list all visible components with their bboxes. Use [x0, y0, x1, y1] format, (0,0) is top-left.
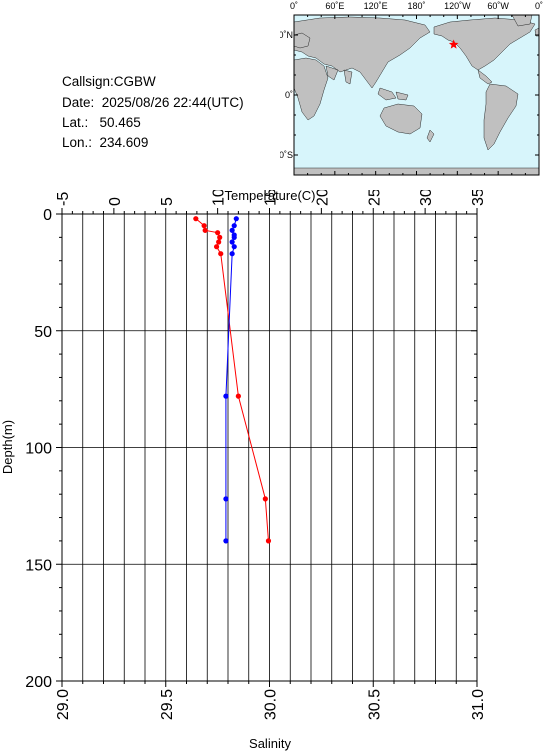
salinity-point — [223, 538, 229, 544]
salinity-point — [231, 244, 237, 250]
salinity-point — [231, 234, 237, 240]
y-axis-title: Depth(m) — [0, 420, 15, 474]
depth-tick-label: 200 — [25, 674, 52, 691]
map-lat-label: 0˚ — [285, 90, 293, 100]
depth-tick-label: 100 — [25, 441, 52, 458]
chart-ticks — [56, 208, 478, 687]
salinity-point — [229, 251, 235, 257]
map-lat-label: 60˚N — [280, 30, 293, 40]
temperature-point — [202, 227, 208, 233]
temperature-point — [216, 239, 222, 245]
salinity-point — [229, 227, 235, 233]
depth-tick-label: 50 — [34, 324, 52, 341]
salinity-tick-label: 31.0 — [470, 689, 487, 720]
salinity-point — [223, 496, 229, 502]
map-lon-label: 0˚ — [535, 1, 543, 11]
date-label: Date: 2025/08/26 22:44(UTC) — [62, 95, 244, 110]
longitude-label: Lon.: 234.609 — [62, 135, 149, 150]
temperature-point — [215, 230, 221, 236]
salinity-tick-label: 29.0 — [55, 689, 72, 720]
temperature-tick-label: 25 — [366, 190, 383, 206]
temperature-tick-label: 5 — [159, 197, 176, 206]
temperature-point — [218, 251, 224, 257]
temperature-tick-label: 15 — [263, 190, 280, 206]
salinity-series-line — [225, 218, 237, 541]
temperature-tick-label: 35 — [470, 190, 487, 206]
top-axis-title: Temperature(C) — [224, 190, 315, 203]
station-marker-icon — [448, 39, 459, 49]
map-lon-label: 60˚W — [487, 1, 509, 11]
salinity-point — [231, 223, 237, 229]
temperature-tick-label: 20 — [314, 190, 331, 206]
bottom-axis-title: Salinity — [249, 736, 291, 751]
depth-tick-label: 0 — [43, 207, 52, 224]
temperature-point — [193, 216, 199, 222]
chart-grid — [62, 214, 477, 681]
salinity-point — [223, 393, 229, 399]
map-lon-label: 0˚ — [290, 1, 298, 11]
temperature-point — [201, 223, 207, 229]
temperature-point — [213, 244, 220, 250]
station-map: 0˚ 60˚E 120˚E 180˚ 120˚W 60˚W 0˚ 60˚N 0˚ 60˚S — [280, 1, 543, 176]
temperature-point — [265, 538, 272, 544]
temperature-point — [235, 393, 241, 399]
salinity-tick-label: 29.5 — [159, 689, 176, 720]
map-lat-label: 60˚S — [280, 150, 293, 160]
temperature-tick-label: -5 — [55, 192, 72, 206]
salinity-point — [233, 216, 239, 222]
temperature-tick-label: 10 — [211, 190, 228, 206]
salinity-tick-label: 30.5 — [366, 689, 383, 720]
temperature-tick-label: 0 — [107, 197, 124, 206]
map-lon-label: 180˚ — [407, 1, 425, 11]
map-lon-label: 120˚E — [364, 1, 388, 11]
temperature-point — [262, 496, 268, 502]
map-lon-label: 120˚W — [444, 1, 471, 11]
map-landmasses — [294, 15, 539, 175]
callsign-label: Callsign:CGBW — [62, 74, 156, 89]
temperature-series-line — [195, 218, 269, 541]
temperature-tick-label: 30 — [418, 190, 435, 206]
temperature-point — [217, 234, 223, 240]
map-lon-label: 60˚E — [325, 1, 344, 11]
salinity-point — [229, 239, 235, 245]
latitude-label: Lat.: 50.465 — [62, 115, 141, 130]
depth-tick-label: 150 — [25, 557, 52, 574]
salinity-tick-label: 30.0 — [263, 689, 280, 720]
